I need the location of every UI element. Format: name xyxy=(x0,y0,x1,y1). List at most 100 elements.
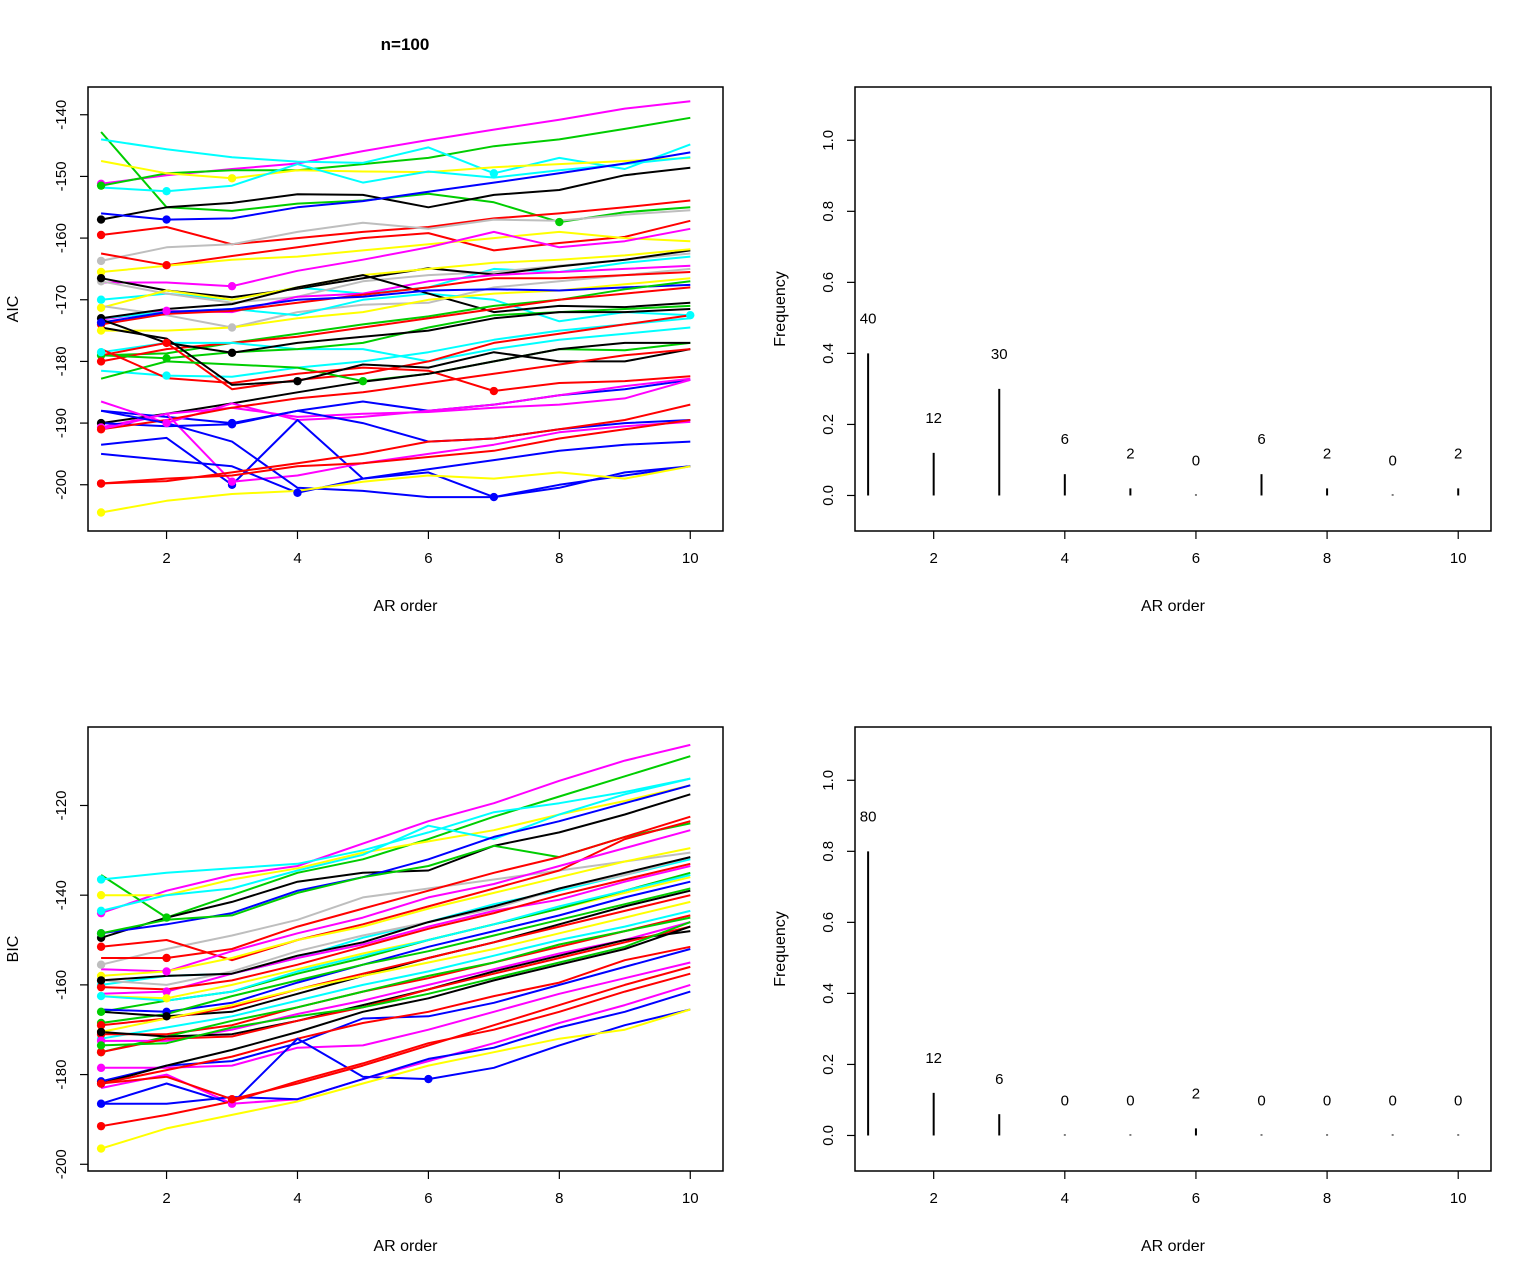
y-tick-label: 0.4 xyxy=(820,983,837,1004)
series-line xyxy=(100,945,691,1085)
y-tick-label: 0.0 xyxy=(820,485,837,506)
bic-frequency-panel: 2 4 6 8 10 0.0 0.2 0.4 0.6 0.8 1.0 AR order Frequenc… xyxy=(772,726,1492,1255)
bar-count-label: 0 xyxy=(1192,452,1200,469)
x-tick-label: 8 xyxy=(1323,550,1331,567)
series-line xyxy=(100,983,691,1105)
bar-count-label: 2 xyxy=(1323,445,1331,462)
series-min-point xyxy=(96,875,106,884)
y-axis-title: Frequency xyxy=(772,271,789,347)
series-min-point xyxy=(489,492,499,502)
series-line xyxy=(100,784,691,935)
series-min-point xyxy=(96,318,106,327)
series-min-point xyxy=(96,347,106,357)
series-min-point xyxy=(227,477,237,486)
series-line xyxy=(100,271,691,326)
x-tick-label: 8 xyxy=(1323,1190,1331,1207)
plot-frame xyxy=(87,86,724,532)
bar-count-label: 12 xyxy=(925,410,942,427)
bar-count-label: 0 xyxy=(1454,1092,1462,1109)
bar-count-label: 0 xyxy=(1257,1092,1265,1109)
series-min-point xyxy=(96,1021,106,1030)
series-line xyxy=(100,925,691,1085)
series-line xyxy=(100,1008,691,1105)
series-min-point xyxy=(96,303,106,312)
figure-title: n=100 xyxy=(381,35,430,54)
bar-count-label: 6 xyxy=(1257,431,1265,448)
y-axis-title: AIC xyxy=(5,296,22,323)
series-min-point xyxy=(96,1079,106,1088)
series-line xyxy=(101,847,691,977)
y-tick-label: 0.4 xyxy=(820,343,837,364)
series-min-point xyxy=(489,169,499,178)
series-min-point xyxy=(227,1095,237,1104)
y-tick-label: -200 xyxy=(53,1149,70,1179)
series-min-point xyxy=(227,174,237,183)
series-line xyxy=(101,815,691,959)
bar-count-label: 40 xyxy=(860,310,877,327)
x-tick-label: 6 xyxy=(1192,550,1200,567)
series-line xyxy=(100,348,691,392)
y-axis-title: BIC xyxy=(5,936,22,963)
y-tick-label: 0.0 xyxy=(820,1125,837,1146)
series-line xyxy=(100,138,691,175)
x-tick-label: 10 xyxy=(682,550,699,567)
series-line xyxy=(101,856,691,986)
x-tick-label: 10 xyxy=(682,1190,699,1207)
series-min-point xyxy=(96,357,106,366)
plot-frame xyxy=(87,726,724,1172)
series-min-point xyxy=(686,310,695,320)
series-line xyxy=(100,412,691,483)
series-line xyxy=(100,972,691,1128)
series-line xyxy=(100,755,691,919)
y-tick-label: -140 xyxy=(53,880,70,910)
series-min-point xyxy=(96,479,106,488)
y-tick-label: 1.0 xyxy=(820,770,837,791)
y-tick-label: -170 xyxy=(53,285,70,315)
x-tick-label: 4 xyxy=(1061,1190,1069,1207)
x-tick-label: 2 xyxy=(930,1190,938,1207)
series-min-point xyxy=(227,348,237,357)
series-line xyxy=(101,865,691,995)
series-line xyxy=(100,820,691,962)
series-line xyxy=(101,317,691,378)
y-tick-label: -190 xyxy=(53,408,70,438)
series-min-point xyxy=(162,261,171,270)
series-line xyxy=(101,856,691,982)
series-line xyxy=(100,909,691,1040)
series-line xyxy=(100,887,691,1024)
x-tick-label: 2 xyxy=(930,550,938,567)
series-min-point xyxy=(162,371,171,380)
x-tick-label: 10 xyxy=(1450,1190,1467,1207)
series-line xyxy=(100,900,691,1033)
plot-frame xyxy=(854,86,1492,532)
series-line xyxy=(101,880,691,1013)
y-tick-label: 0.2 xyxy=(820,1054,837,1075)
series-line xyxy=(100,925,691,1054)
aic-line-panel: 2 4 6 8 10 -140 -150 -160 -170 -180 -190 -200 AR ord… xyxy=(5,86,724,615)
series-line xyxy=(100,378,691,429)
y-tick-label: -200 xyxy=(53,470,70,500)
series-line xyxy=(101,419,691,485)
series-line xyxy=(101,862,691,991)
series-line xyxy=(101,409,691,443)
bar-count-label: 2 xyxy=(1126,445,1134,462)
series-line xyxy=(100,156,691,180)
x-axis-title: AR order xyxy=(1141,1238,1206,1255)
series-line xyxy=(100,274,691,320)
x-axis-title: AR order xyxy=(373,1238,438,1255)
bar-count-label: 0 xyxy=(1388,452,1396,469)
series-min-point xyxy=(96,942,106,951)
series-line xyxy=(100,326,691,363)
series-min-point xyxy=(96,982,106,992)
series-min-point xyxy=(96,1047,106,1057)
y-tick-label: -180 xyxy=(53,1060,70,1090)
bic-line-panel: 2 4 6 8 10 -120 -140 -160 -180 -200 AR order BIC xyxy=(5,726,724,1255)
bar-count-label: 80 xyxy=(860,808,877,825)
y-tick-label: 1.0 xyxy=(820,130,837,151)
series-min-point xyxy=(96,1144,106,1153)
x-axis-title: AR order xyxy=(1141,598,1206,615)
y-tick-label: 0.6 xyxy=(820,912,837,933)
series-min-point xyxy=(162,187,171,196)
series-line xyxy=(101,784,691,897)
series-line xyxy=(101,921,691,1047)
